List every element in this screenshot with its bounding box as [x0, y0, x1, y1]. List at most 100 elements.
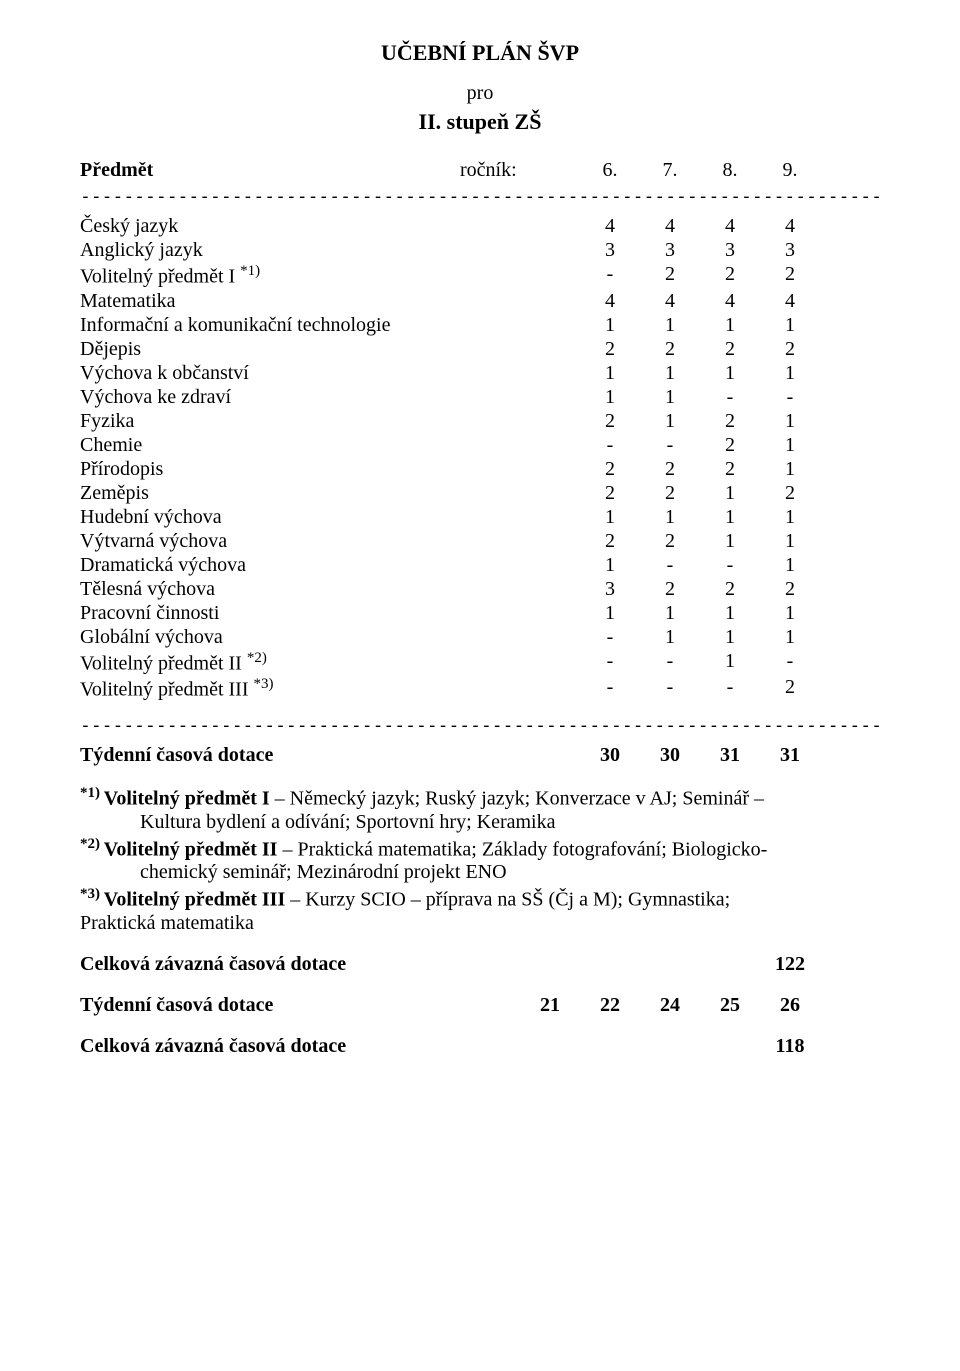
table-row: Globální výchova-111	[80, 626, 880, 649]
subject-label: Hudební výchova	[80, 506, 580, 529]
subject-label: Chemie	[80, 434, 580, 457]
table-row: Chemie--21	[80, 434, 880, 457]
celkova-1-val: 122	[760, 953, 820, 976]
cell: -	[640, 676, 700, 702]
table-row: Volitelný předmět III *3)---2	[80, 676, 880, 702]
cell: 1	[700, 602, 760, 625]
cell: -	[580, 676, 640, 702]
table-row: Dějepis2222	[80, 338, 880, 361]
table-row: Pracovní činnosti1111	[80, 602, 880, 625]
cell: 4	[580, 290, 640, 313]
cell: 2	[580, 530, 640, 553]
subject-label: Přírodopis	[80, 458, 580, 481]
cell: 2	[580, 482, 640, 505]
cell: -	[640, 434, 700, 457]
footnote-2-tail: – Praktická matematika; Základy fotograf…	[277, 838, 767, 860]
table-row: Volitelný předmět I *1)-222	[80, 263, 880, 289]
table-row: Dramatická výchova1--1	[80, 554, 880, 577]
cell: 4	[580, 215, 640, 238]
cell: -	[700, 386, 760, 409]
cell: 1	[580, 602, 640, 625]
cell: 1	[760, 434, 820, 457]
cell: 4	[760, 215, 820, 238]
divider-top: ----------------------------------------…	[80, 186, 880, 207]
weekly-total-label: Týdenní časová dotace	[80, 744, 580, 767]
tyden2-label: Týdenní časová dotace	[80, 994, 520, 1017]
subject-label: Pracovní činnosti	[80, 602, 580, 625]
cell: 1	[640, 362, 700, 385]
cell: 1	[760, 626, 820, 649]
tyden2-col-0: 21	[520, 994, 580, 1017]
footnote-1-line2: Kultura bydlení a odívání; Sportovní hry…	[80, 811, 880, 834]
subject-label: Výtvarná výchova	[80, 530, 580, 553]
footnote-3-head: Volitelný předmět III	[104, 889, 285, 911]
subject-label: Informační a komunikační technologie	[80, 314, 580, 337]
cell: 2	[640, 530, 700, 553]
page-title: UČEBNÍ PLÁN ŠVP	[80, 40, 880, 66]
cell: 1	[580, 554, 640, 577]
subject-label: Zeměpis	[80, 482, 580, 505]
cell: 1	[760, 506, 820, 529]
footnote-3-sup: *3)	[80, 886, 104, 902]
subject-label: Fyzika	[80, 410, 580, 433]
cell: 2	[700, 434, 760, 457]
table-row: Výchova k občanství1111	[80, 362, 880, 385]
cell: 3	[580, 239, 640, 262]
cell: -	[580, 434, 640, 457]
cell: -	[580, 650, 640, 676]
subject-label: Výchova ke zdraví	[80, 386, 580, 409]
cell: 1	[580, 386, 640, 409]
cell: 1	[760, 554, 820, 577]
cell: -	[700, 676, 760, 702]
cell: 1	[700, 626, 760, 649]
cell: 2	[700, 338, 760, 361]
cell: 2	[700, 263, 760, 289]
table-row: Fyzika2121	[80, 410, 880, 433]
celkova-2-label: Celková závazná časová dotace	[80, 1035, 760, 1058]
footnote-1-head: Volitelný předmět I	[104, 788, 270, 810]
weekly-total-row: Týdenní časová dotace 30 30 31 31	[80, 744, 880, 767]
cell: 3	[700, 239, 760, 262]
tyden-row-2: Týdenní časová dotace 21 22 24 25 26	[80, 994, 880, 1017]
table-header: Předmět ročník: 6. 7. 8. 9.	[80, 159, 880, 182]
table-row: Přírodopis2221	[80, 458, 880, 481]
footnote-3-line2: Praktická matematika	[80, 912, 880, 935]
cell: 1	[700, 314, 760, 337]
cell: 1	[700, 650, 760, 676]
cell: 1	[640, 506, 700, 529]
subtitle-stage: II. stupeň ZŠ	[80, 109, 880, 135]
header-col-7: 7.	[640, 159, 700, 182]
table-row: Tělesná výchova3222	[80, 578, 880, 601]
celkova-row-2: Celková závazná časová dotace 118	[80, 1035, 880, 1058]
footnote-1: *1) Volitelný předmět I – Německý jazyk;…	[80, 785, 880, 834]
subject-label: Český jazyk	[80, 215, 580, 238]
cell: 3	[580, 578, 640, 601]
footnote-2-line2: chemický seminář; Mezinárodní projekt EN…	[80, 861, 880, 884]
cell: 4	[760, 290, 820, 313]
cell: 2	[580, 458, 640, 481]
celkova-1-label: Celková závazná časová dotace	[80, 953, 760, 976]
cell: 1	[700, 482, 760, 505]
tyden2-col-1: 22	[580, 994, 640, 1017]
celkova-row-1: Celková závazná časová dotace 122	[80, 953, 880, 976]
cell: -	[760, 650, 820, 676]
cell: 2	[580, 338, 640, 361]
cell: 1	[700, 362, 760, 385]
subject-label: Výchova k občanství	[80, 362, 580, 385]
cell: 4	[640, 290, 700, 313]
cell: 1	[580, 314, 640, 337]
tyden2-col-2: 24	[640, 994, 700, 1017]
table-row: Výtvarná výchova2211	[80, 530, 880, 553]
subject-sup: *3)	[253, 676, 273, 692]
cell: 1	[760, 602, 820, 625]
cell: 2	[760, 338, 820, 361]
cell: 1	[640, 602, 700, 625]
subject-label: Volitelný předmět II *2)	[80, 650, 580, 676]
subject-sup: *2)	[247, 650, 267, 666]
table-row: Anglický jazyk3333	[80, 239, 880, 262]
table-row: Český jazyk4444	[80, 215, 880, 238]
cell: 1	[640, 626, 700, 649]
cell: 1	[640, 410, 700, 433]
table-row: Matematika4444	[80, 290, 880, 313]
subject-label: Matematika	[80, 290, 580, 313]
